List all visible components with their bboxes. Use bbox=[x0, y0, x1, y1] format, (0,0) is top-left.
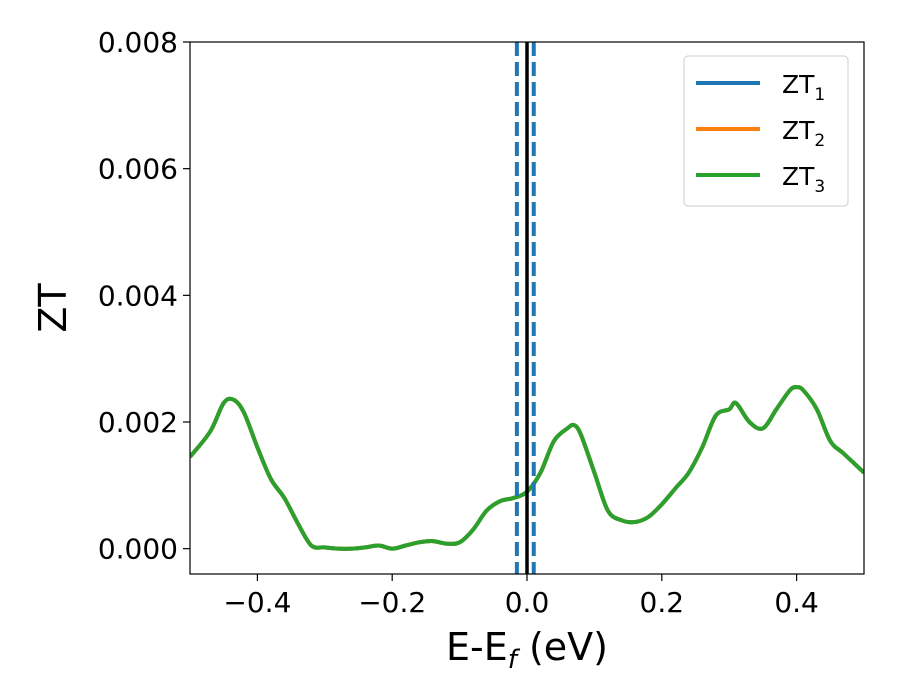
legend: ZT1 ZT2 ZT3 bbox=[683, 55, 849, 207]
series-line-zt3 bbox=[190, 385, 864, 551]
y-tick-label: 0.002 bbox=[98, 406, 178, 439]
y-tick-label: 0.006 bbox=[98, 153, 178, 186]
legend-label-zt3: ZT3 bbox=[782, 162, 825, 197]
x-tick-label: 0.2 bbox=[640, 586, 685, 619]
y-axis-label: ZT bbox=[31, 283, 75, 333]
x-tick-label: 0.4 bbox=[774, 586, 819, 619]
x-tick-label: 0.0 bbox=[505, 586, 550, 619]
x-tick-label: −0.2 bbox=[358, 586, 426, 619]
legend-label-zt1: ZT1 bbox=[782, 70, 825, 105]
x-tick-label: −0.4 bbox=[223, 586, 291, 619]
legend-label-zt2: ZT2 bbox=[782, 116, 825, 151]
y-tick-label: 0.004 bbox=[98, 279, 178, 312]
y-tick-label: 0.008 bbox=[98, 26, 178, 59]
x-axis-label: E-Ef (eV) bbox=[446, 625, 608, 675]
y-axis: 0.000 0.002 0.004 0.006 0.008 bbox=[98, 26, 190, 566]
plot-area bbox=[190, 42, 864, 574]
legend-box bbox=[683, 55, 849, 207]
y-tick-label: 0.000 bbox=[98, 533, 178, 566]
x-axis: −0.4 −0.2 0.0 0.2 0.4 bbox=[223, 574, 819, 619]
